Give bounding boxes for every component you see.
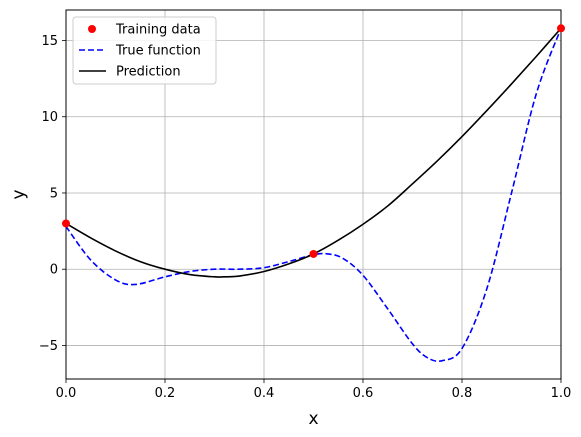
y-tick-label: 15 xyxy=(41,34,58,49)
x-tick-label: 0.6 xyxy=(353,386,374,401)
legend-label: Training data xyxy=(115,23,201,38)
training-data-points xyxy=(62,24,565,258)
x-tick-label: 0.8 xyxy=(452,386,473,401)
x-tick-label: 1.0 xyxy=(551,386,572,401)
plot-frame xyxy=(65,9,562,380)
training-data-point xyxy=(309,249,318,258)
x-tick-label: 0.2 xyxy=(155,386,176,401)
training-data-point xyxy=(62,219,70,228)
legend-item-true-function: True function xyxy=(79,44,201,59)
training-data-point xyxy=(557,24,565,33)
ticks: 0.0 0.2 0.4 0.6 0.8 1.0 −5 0 5 10 15 xyxy=(39,34,572,401)
legend-items: Training data True function Prediction xyxy=(79,23,201,80)
y-tick-label: 10 xyxy=(41,110,58,125)
legend-box xyxy=(72,16,217,85)
true-function-line xyxy=(66,28,561,363)
legend-marker xyxy=(88,25,96,33)
x-axis-label: x xyxy=(308,409,318,429)
legend-label: True function xyxy=(115,44,201,59)
legend-label: Prediction xyxy=(116,65,181,80)
y-tick-label: 5 xyxy=(50,186,58,201)
prediction-line xyxy=(66,27,561,278)
legend-item-prediction: Prediction xyxy=(79,65,181,80)
y-tick-label: −5 xyxy=(39,339,58,354)
x-tick-label: 0.0 xyxy=(56,386,77,401)
series-layer xyxy=(66,27,561,363)
y-axis-label: y xyxy=(9,189,29,199)
x-tick-label: 0.4 xyxy=(254,386,275,401)
y-tick-label: 0 xyxy=(50,263,58,278)
legend-item-training-data: Training data xyxy=(88,23,201,38)
legend: Training data True function Prediction xyxy=(72,16,217,85)
